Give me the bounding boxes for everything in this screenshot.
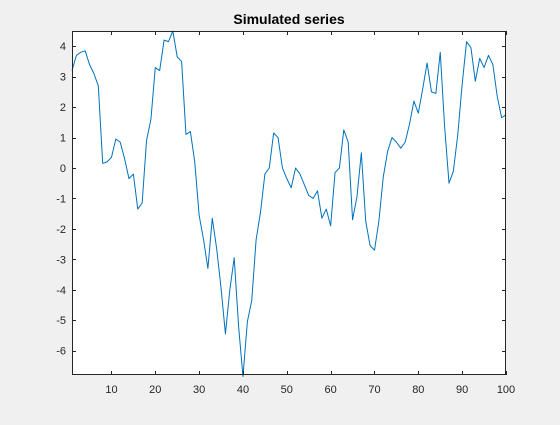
x-tick-label: 40 [237, 384, 249, 396]
y-tick-label: 2 [60, 102, 66, 114]
y-tick-label: -5 [56, 315, 66, 327]
y-tick-label: 0 [60, 163, 66, 175]
y-tick-label: 4 [60, 41, 66, 53]
x-tick-label: 30 [193, 384, 205, 396]
x-tick-label: 100 [497, 384, 515, 396]
y-tick-label: 1 [60, 133, 66, 145]
x-tick-label: 50 [281, 384, 293, 396]
series-line-1 [71, 30, 507, 378]
y-tick-label: -1 [56, 193, 66, 205]
y-tick-label: -3 [56, 254, 66, 266]
axes-box [72, 31, 506, 375]
y-tick-label: -6 [56, 346, 66, 358]
chart-title: Simulated series [233, 11, 344, 27]
x-tick-label: 90 [456, 384, 468, 396]
x-tick-label: 10 [105, 384, 117, 396]
y-tick-label: 3 [60, 72, 66, 84]
x-tick-label: 80 [412, 384, 424, 396]
x-tick-label: 70 [368, 384, 380, 396]
plot-area [72, 31, 506, 375]
y-tick-label: -2 [56, 224, 66, 236]
x-tick-label: 20 [149, 384, 161, 396]
y-tick-label: -4 [56, 285, 66, 297]
chart-marks: 10 20 30 40 50 60 70 80 90 100 -6 -5 -4 -3 -2 -1 0 1 2 3 4 [56, 30, 515, 396]
x-tick-label: 60 [325, 384, 337, 396]
